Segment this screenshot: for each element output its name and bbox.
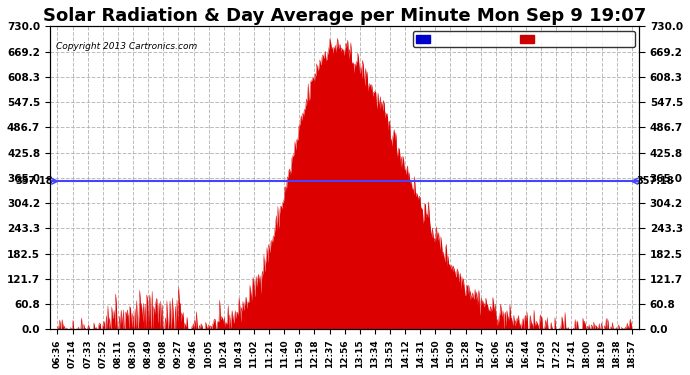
Text: 357.18: 357.18 — [15, 176, 53, 186]
Title: Solar Radiation & Day Average per Minute Mon Sep 9 19:07: Solar Radiation & Day Average per Minute… — [43, 7, 647, 25]
Text: Copyright 2013 Cartronics.com: Copyright 2013 Cartronics.com — [56, 42, 197, 51]
Text: 357.18: 357.18 — [636, 176, 674, 186]
Legend: Median (w/m2), Radiation (w/m2): Median (w/m2), Radiation (w/m2) — [413, 32, 635, 47]
